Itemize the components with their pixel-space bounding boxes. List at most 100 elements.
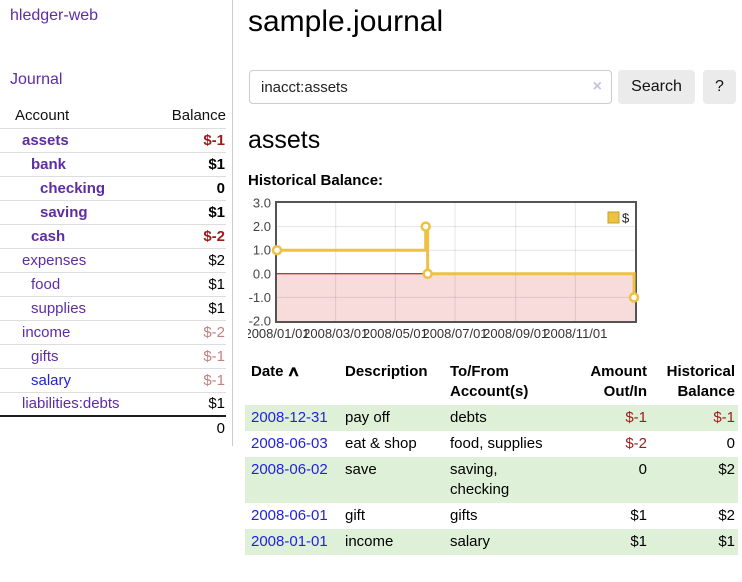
app-title-link[interactable]: hledger-web (10, 7, 99, 24)
accounts-header-account: Account (15, 107, 70, 125)
sidebar-account-link-checking[interactable]: checking (40, 179, 106, 197)
search-button[interactable]: Search (618, 70, 695, 104)
x-axis-tick-label: 2008/07/01 (422, 326, 487, 341)
sidebar-account-link-expenses[interactable]: expenses (22, 251, 87, 269)
account-row: gifts $-1 (0, 343, 226, 368)
historical-balance-chart: 3.0 2.0 1.0 0.0 -1.0 -2.02008/01/012008/03/01… (248, 196, 640, 341)
account-balance: $1 (155, 199, 226, 224)
search-box: × (249, 70, 612, 104)
transaction-accounts: debts (450, 409, 487, 426)
account-balance: 0 (155, 175, 226, 200)
register-header-amount: Amount Out/In (590, 363, 647, 400)
account-heading: assets (248, 126, 321, 154)
transaction-row: 2008-06-03 eat & shop food, supplies $-2 0 (245, 431, 738, 457)
transaction-date-link[interactable]: 2008-06-02 (251, 461, 328, 478)
chart-legend-label: $ (622, 211, 630, 226)
account-row: salary $-1 (0, 367, 226, 392)
sidebar-account-link-liabilities-debts[interactable]: liabilities:debts (22, 395, 120, 413)
transaction-balance: 0 (726, 435, 735, 452)
transaction-description: income (345, 533, 394, 550)
sidebar-account-link-bank[interactable]: bank (31, 155, 67, 173)
transaction-amount: 0 (638, 461, 647, 478)
register-header-row: Date ∧ Description To/From Account(s) Amo… (245, 360, 738, 405)
sidebar-account-link-gifts[interactable]: gifts (31, 347, 59, 365)
account-balance: $-2 (155, 223, 226, 248)
register-header-date[interactable]: Date ∧ (251, 363, 300, 380)
y-axis-tick-label: 0.0 (253, 266, 271, 281)
x-axis-tick-label: 2008/03/01 (303, 326, 368, 341)
sidebar-account-link-salary[interactable]: salary (31, 371, 72, 389)
account-row: food $1 (0, 271, 226, 296)
x-axis-tick-label: 2008/05/01 (363, 326, 428, 341)
sidebar-item-journal[interactable]: Journal (10, 71, 63, 88)
account-row: assets $-1 (0, 127, 226, 152)
transaction-date-link[interactable]: 2008-12-31 (251, 409, 328, 426)
transaction-accounts: salary (450, 533, 491, 550)
transaction-row: 2008-06-02 save saving, checking 0 $2 (245, 457, 738, 503)
register-header-description: Description (345, 363, 428, 380)
transaction-amount: $1 (630, 507, 647, 524)
accounts-balance-table: Account Balance assets $-1 bank $1 checking 0… (0, 104, 226, 440)
account-row: bank $1 (0, 151, 226, 176)
transaction-date-link[interactable]: 2008-06-01 (251, 507, 328, 524)
register-header-accounts: To/From Account(s) (450, 363, 529, 400)
transaction-amount: $1 (630, 533, 647, 550)
transaction-amount: $-1 (625, 409, 647, 426)
account-row: expenses $2 (0, 247, 226, 272)
account-row: liabilities:debts $1 (0, 391, 226, 416)
accounts-header-balance: Balance (171, 107, 226, 125)
accounts-total-row: 0 (0, 415, 226, 440)
sidebar-account-link-supplies[interactable]: supplies (31, 299, 87, 317)
sidebar-account-link-food[interactable]: food (31, 275, 61, 293)
transaction-date-link[interactable]: 2008-01-01 (251, 533, 328, 550)
y-axis-tick-label: 3.0 (253, 196, 271, 211)
search-row: × Search ? (248, 70, 742, 104)
account-balance: $2 (155, 247, 226, 272)
account-row: income $-2 (0, 319, 226, 344)
clear-search-icon[interactable]: × (592, 78, 602, 95)
transaction-row: 2008-12-31 pay off debts $-1 $-1 (245, 405, 738, 431)
sidebar-account-link-cash[interactable]: cash (31, 227, 66, 245)
sidebar-account-link-saving[interactable]: saving (40, 203, 88, 221)
transaction-accounts: gifts (450, 507, 478, 524)
y-axis-tick-label: -2.0 (249, 314, 271, 329)
x-axis-tick-label: 2008/11/01 (543, 326, 607, 341)
account-row: checking 0 (0, 175, 226, 200)
x-axis-tick-label: 2008/01/01 (248, 326, 310, 341)
sort-ascending-icon: ∧ (286, 363, 300, 380)
transaction-description: eat & shop (345, 435, 417, 452)
sidebar-account-link-income[interactable]: income (22, 323, 71, 341)
account-balance: $-1 (155, 367, 226, 392)
help-button[interactable]: ? (703, 70, 736, 104)
account-balance: $1 (155, 271, 226, 296)
transaction-balance: $1 (718, 533, 735, 550)
search-input[interactable] (249, 70, 612, 104)
accounts-total-value: 0 (155, 415, 226, 440)
transaction-row: 2008-06-01 gift gifts $1 $2 (245, 503, 738, 529)
transaction-accounts: food, supplies (450, 435, 543, 452)
account-balance: $-1 (155, 127, 226, 152)
account-row: cash $-2 (0, 223, 226, 248)
y-axis-tick-label: 1.0 (253, 243, 271, 258)
account-row: saving $1 (0, 199, 226, 224)
register-table: Date ∧ Description To/From Account(s) Amo… (245, 360, 738, 555)
account-row: supplies $1 (0, 295, 226, 320)
account-balance: $1 (155, 151, 226, 176)
y-axis-tick-label: -1.0 (249, 290, 271, 305)
y-axis-tick-label: 2.0 (253, 219, 271, 234)
transaction-row: 2008-01-01 income salary $1 $1 (245, 529, 738, 555)
register-header-balance: Historical Balance (666, 363, 735, 400)
transaction-accounts: saving, checking (450, 461, 510, 498)
page-title: sample.journal (248, 5, 444, 38)
x-axis-tick-label: 2008/09/01 (483, 326, 548, 341)
transaction-balance: $-1 (713, 409, 735, 426)
account-balance: $1 (155, 391, 226, 416)
sidebar: hledger-web Journal Account Balance asse… (0, 0, 233, 446)
main-content: sample.journal × Search ? assets Histori… (245, 0, 742, 582)
chart-title: Historical Balance: (248, 172, 384, 189)
sidebar-account-link-assets[interactable]: assets (22, 131, 69, 149)
transaction-date-link[interactable]: 2008-06-03 (251, 435, 328, 452)
account-balance: $-1 (155, 343, 226, 368)
transaction-description: pay off (345, 409, 390, 426)
account-balance: $-2 (155, 319, 226, 344)
